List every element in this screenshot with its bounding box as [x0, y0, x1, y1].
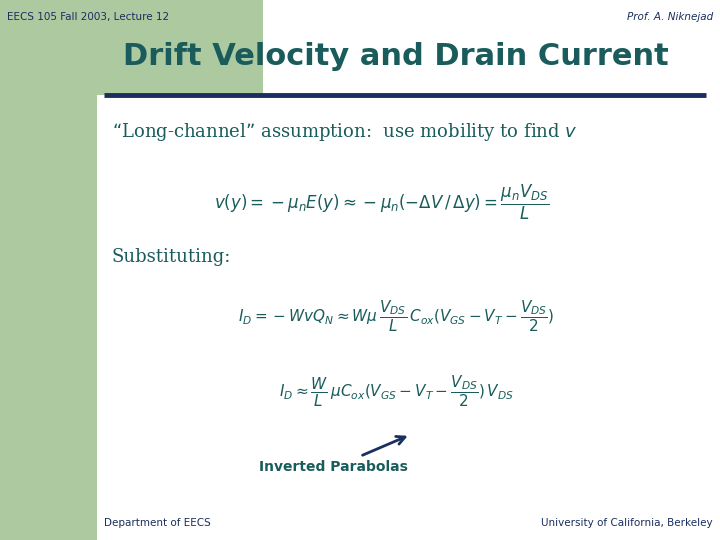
Text: University of California, Berkeley: University of California, Berkeley [541, 518, 713, 528]
Text: Drift Velocity and Drain Current: Drift Velocity and Drain Current [123, 42, 669, 71]
Text: Inverted Parabolas: Inverted Parabolas [259, 460, 408, 474]
Text: EECS 105 Fall 2003, Lecture 12: EECS 105 Fall 2003, Lecture 12 [7, 12, 169, 22]
Text: $v(y) = -\mu_n E(y) \approx -\mu_n(-\Delta V\,/\,\Delta y) = \dfrac{\mu_n V_{DS}: $v(y) = -\mu_n E(y) \approx -\mu_n(-\Del… [214, 183, 549, 222]
Text: Department of EECS: Department of EECS [104, 518, 211, 528]
Text: “Long-channel” assumption:  use mobility to find $v$: “Long-channel” assumption: use mobility … [112, 122, 577, 143]
Text: $I_D \approx \dfrac{W}{L}\,\mu C_{ox}(V_{GS} - V_T - \dfrac{V_{DS}}{2})\,V_{DS}$: $I_D \approx \dfrac{W}{L}\,\mu C_{ox}(V_… [279, 374, 513, 409]
Bar [0, 0, 97, 540]
Text: Substituting:: Substituting: [112, 247, 231, 266]
Bar [0, 0, 263, 94]
Text: Prof. A. Niknejad: Prof. A. Niknejad [626, 12, 713, 22]
Text: $I_D = -WvQ_N \approx W\mu\,\dfrac{V_{DS}}{L}\,C_{ox}(V_{GS} - V_T - \dfrac{V_{D: $I_D = -WvQ_N \approx W\mu\,\dfrac{V_{DS… [238, 298, 554, 334]
